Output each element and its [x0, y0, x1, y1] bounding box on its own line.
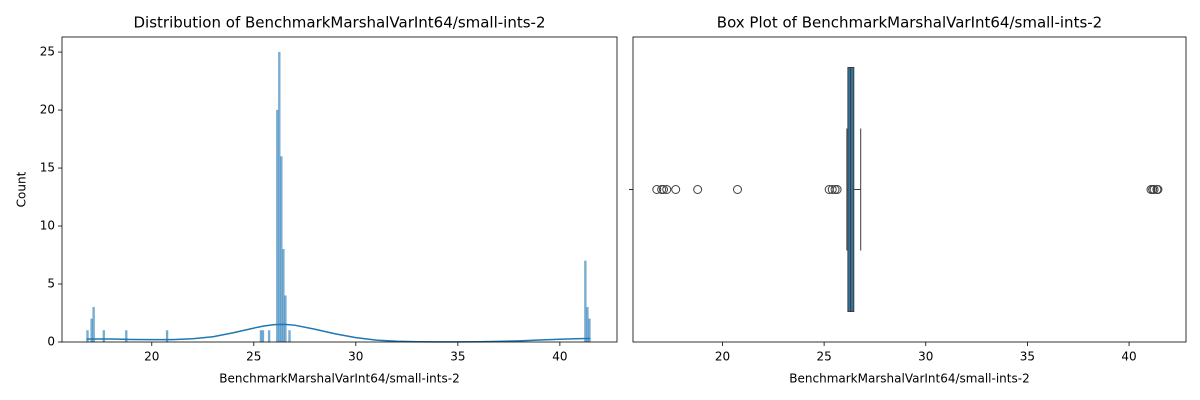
x-axis-label: BenchmarkMarshalVarInt64/small-ints-2: [219, 372, 459, 386]
x-tick-label: 30: [348, 350, 363, 364]
histogram-bar: [92, 306, 95, 343]
outlier: [671, 185, 681, 194]
histogram-bar: [102, 330, 106, 343]
histogram-bar: [275, 109, 279, 343]
histogram-bar: [259, 330, 263, 343]
histogram-bar: [125, 330, 128, 343]
x-axis-label: BenchmarkMarshalVarInt64/small-ints-2: [789, 372, 1029, 386]
chart-title: Box Plot of BenchmarkMarshalVarInt64/sma…: [717, 14, 1102, 32]
y-tick-label: 0: [47, 335, 55, 349]
kde-line: [86, 323, 591, 343]
x-tick-label: 30: [918, 350, 933, 364]
x-tick-label: 40: [1121, 350, 1136, 364]
axes-frame: [61, 36, 618, 343]
y-tick-label: 15: [40, 161, 55, 175]
x-tick-label: 35: [1020, 350, 1035, 364]
outlier: [1149, 185, 1159, 194]
outlier: [1153, 185, 1163, 194]
outlier: [733, 185, 743, 194]
histogram-bar: [584, 260, 587, 343]
chart-title: Distribution of BenchmarkMarshalVarInt64…: [133, 14, 545, 32]
x-tick-label: 20: [144, 350, 159, 364]
histogram-bar: [288, 330, 291, 343]
y-tick-label: 10: [40, 219, 55, 233]
histogram-bar: [278, 51, 281, 343]
histogram-bar: [86, 330, 89, 343]
outlier: [658, 185, 668, 194]
histogram-bar: [282, 248, 285, 343]
histogram-bar: [267, 330, 271, 343]
x-tick-label: 20: [715, 350, 730, 364]
histogram-bar: [586, 306, 589, 343]
histogram-bar: [280, 156, 283, 343]
outlier: [662, 185, 672, 194]
x-tick-label: 25: [246, 350, 261, 364]
axes-frame: [632, 36, 1187, 343]
y-tick-label: 5: [47, 277, 55, 291]
outlier: [693, 185, 703, 194]
outlier: [832, 185, 842, 194]
outlier: [827, 185, 837, 194]
histogram-bar: [284, 295, 287, 343]
outlier: [652, 185, 662, 194]
x-tick-label: 35: [450, 350, 465, 364]
x-tick-label: 25: [816, 350, 831, 364]
y-axis-label: Count: [15, 171, 29, 207]
y-tick-label: 20: [40, 103, 55, 117]
y-tick-label: 25: [40, 45, 55, 59]
x-tick-label: 40: [552, 350, 567, 364]
histogram-bar: [261, 330, 265, 343]
